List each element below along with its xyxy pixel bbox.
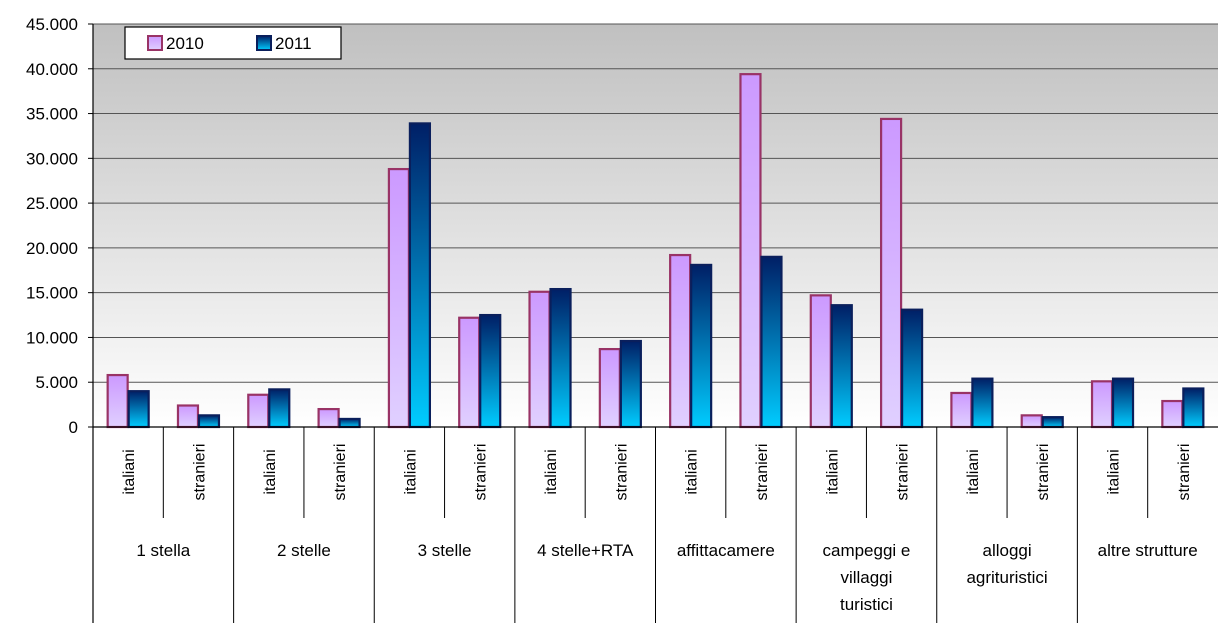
- x-group-label: turistici: [840, 595, 893, 614]
- bar-2010-2: [247, 393, 270, 429]
- bar-2011-10: [830, 304, 853, 429]
- bar-2010-1: [176, 404, 200, 429]
- bar-2011-3: [338, 417, 361, 429]
- x-category-label: stranieri: [895, 444, 912, 501]
- y-tick-label: 20.000: [26, 239, 78, 258]
- x-category-label: stranieri: [1035, 444, 1052, 501]
- y-tick-label: 30.000: [26, 149, 78, 168]
- x-category-label: stranieri: [332, 444, 349, 501]
- bar-2011-0: [127, 390, 150, 429]
- bar-2010-0: [106, 373, 129, 429]
- x-group-label: altre strutture: [1098, 541, 1198, 560]
- legend-label-2010: 2010: [166, 34, 204, 53]
- y-axis-tick-labels: 0 5.000 10.000 15.000 20.000 25.000 30.000 35.0…: [26, 15, 78, 437]
- bar-2010-15: [1161, 399, 1184, 429]
- y-tick-label: 15.000: [26, 284, 78, 303]
- bar-2010-12: [950, 391, 973, 429]
- bar-2010-14: [1090, 380, 1114, 429]
- x-category-label: stranieri: [613, 444, 630, 501]
- bar-2011-9: [760, 255, 783, 429]
- x-category-label: italiani: [684, 449, 701, 494]
- x-category-label: stranieri: [1176, 444, 1193, 501]
- bar-2011-1: [197, 414, 221, 429]
- bar-2011-4: [408, 122, 432, 429]
- x-category-label: stranieri: [191, 444, 208, 501]
- x-category-label: italiani: [965, 449, 982, 494]
- bar-2010-9: [739, 73, 762, 429]
- y-tick-label: 25.000: [26, 194, 78, 213]
- x-group-label: 2 stelle: [277, 541, 331, 560]
- x-group-label: alloggi: [982, 541, 1031, 560]
- bar-2010-8: [669, 253, 692, 429]
- bar-2011-15: [1182, 387, 1205, 429]
- x-group-label: campeggi e: [822, 541, 910, 560]
- x-group-label: 1 stella: [136, 541, 190, 560]
- bar-2011-12: [971, 377, 994, 429]
- x-category-label: italiani: [262, 449, 279, 494]
- x-group-label: 4 stelle+RTA: [537, 541, 634, 560]
- bars: [106, 73, 1205, 429]
- bar-2011-6: [549, 287, 572, 429]
- legend: 2010 2011: [124, 26, 342, 60]
- bar-2010-4: [387, 167, 411, 429]
- bar-2010-6: [528, 290, 551, 429]
- bar-2010-10: [809, 294, 832, 429]
- y-tick-label: 45.000: [26, 15, 78, 34]
- legend-swatch-2011: [256, 35, 272, 51]
- bar-2010-3: [317, 407, 340, 429]
- y-tick-label: 5.000: [35, 373, 78, 392]
- bar-2011-11: [900, 308, 924, 429]
- gridlines: [88, 23, 1218, 428]
- x-category-label: italiani: [1106, 449, 1123, 494]
- legend-swatch-2010: [147, 35, 163, 51]
- bar-2010-5: [458, 316, 481, 429]
- y-tick-label: 10.000: [26, 328, 78, 347]
- bar-2010-11: [879, 117, 903, 429]
- plot-area: [93, 24, 1218, 427]
- x-axis-category-labels: italiani stranieri italiani stranieri italia…: [121, 444, 1193, 501]
- y-tick-label: 0: [69, 418, 78, 437]
- bar-2011-7: [619, 339, 642, 429]
- bar-2011-14: [1111, 377, 1135, 429]
- y-tick-label: 35.000: [26, 105, 78, 124]
- bar-2011-13: [1041, 416, 1064, 429]
- bar-2011-8: [690, 263, 713, 429]
- bar-2010-13: [1020, 414, 1043, 429]
- bar-2011-2: [268, 388, 291, 429]
- x-group-label: agrituristici: [966, 568, 1047, 587]
- x-category-label: italiani: [824, 449, 841, 494]
- x-category-label: italiani: [543, 449, 560, 494]
- legend-label-2011: 2011: [275, 34, 312, 53]
- x-group-label: villaggi: [840, 568, 892, 587]
- x-group-label: affittacamere: [677, 541, 775, 560]
- x-category-label: stranieri: [473, 444, 490, 501]
- bar-2011-5: [479, 313, 502, 429]
- x-category-label: stranieri: [754, 444, 771, 501]
- y-tick-label: 40.000: [26, 60, 78, 79]
- bar-2010-7: [598, 347, 621, 429]
- x-axis-group-labels: 1 stella 2 stelle 3 stelle 4 stelle+RTA affi…: [136, 541, 1197, 614]
- x-group-label: 3 stelle: [418, 541, 472, 560]
- x-category-label: italiani: [121, 449, 138, 494]
- x-category-label: italiani: [402, 449, 419, 494]
- axes: [92, 24, 1218, 623]
